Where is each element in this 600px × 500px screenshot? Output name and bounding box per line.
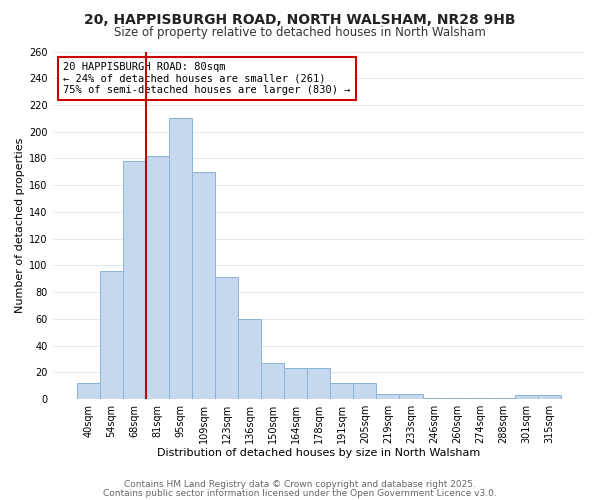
Bar [400, 394, 422, 399]
Bar [77, 383, 100, 399]
Bar [376, 394, 400, 399]
Y-axis label: Number of detached properties: Number of detached properties [15, 138, 25, 313]
Bar [192, 172, 215, 399]
Bar [538, 395, 561, 399]
Bar [284, 368, 307, 399]
X-axis label: Distribution of detached houses by size in North Walsham: Distribution of detached houses by size … [157, 448, 481, 458]
Bar [353, 383, 376, 399]
Text: Contains HM Land Registry data © Crown copyright and database right 2025.: Contains HM Land Registry data © Crown c… [124, 480, 476, 489]
Bar [215, 278, 238, 399]
Bar [422, 398, 446, 399]
Bar [491, 398, 515, 399]
Text: 20, HAPPISBURGH ROAD, NORTH WALSHAM, NR28 9HB: 20, HAPPISBURGH ROAD, NORTH WALSHAM, NR2… [84, 12, 516, 26]
Bar [123, 161, 146, 399]
Bar [100, 271, 123, 399]
Text: Contains public sector information licensed under the Open Government Licence v3: Contains public sector information licen… [103, 488, 497, 498]
Bar [446, 398, 469, 399]
Bar [331, 383, 353, 399]
Bar [169, 118, 192, 399]
Bar [307, 368, 331, 399]
Text: 20 HAPPISBURGH ROAD: 80sqm
← 24% of detached houses are smaller (261)
75% of sem: 20 HAPPISBURGH ROAD: 80sqm ← 24% of deta… [63, 62, 351, 95]
Bar [469, 398, 491, 399]
Text: Size of property relative to detached houses in North Walsham: Size of property relative to detached ho… [114, 26, 486, 39]
Bar [515, 395, 538, 399]
Bar [261, 363, 284, 399]
Bar [238, 319, 261, 399]
Bar [146, 156, 169, 399]
